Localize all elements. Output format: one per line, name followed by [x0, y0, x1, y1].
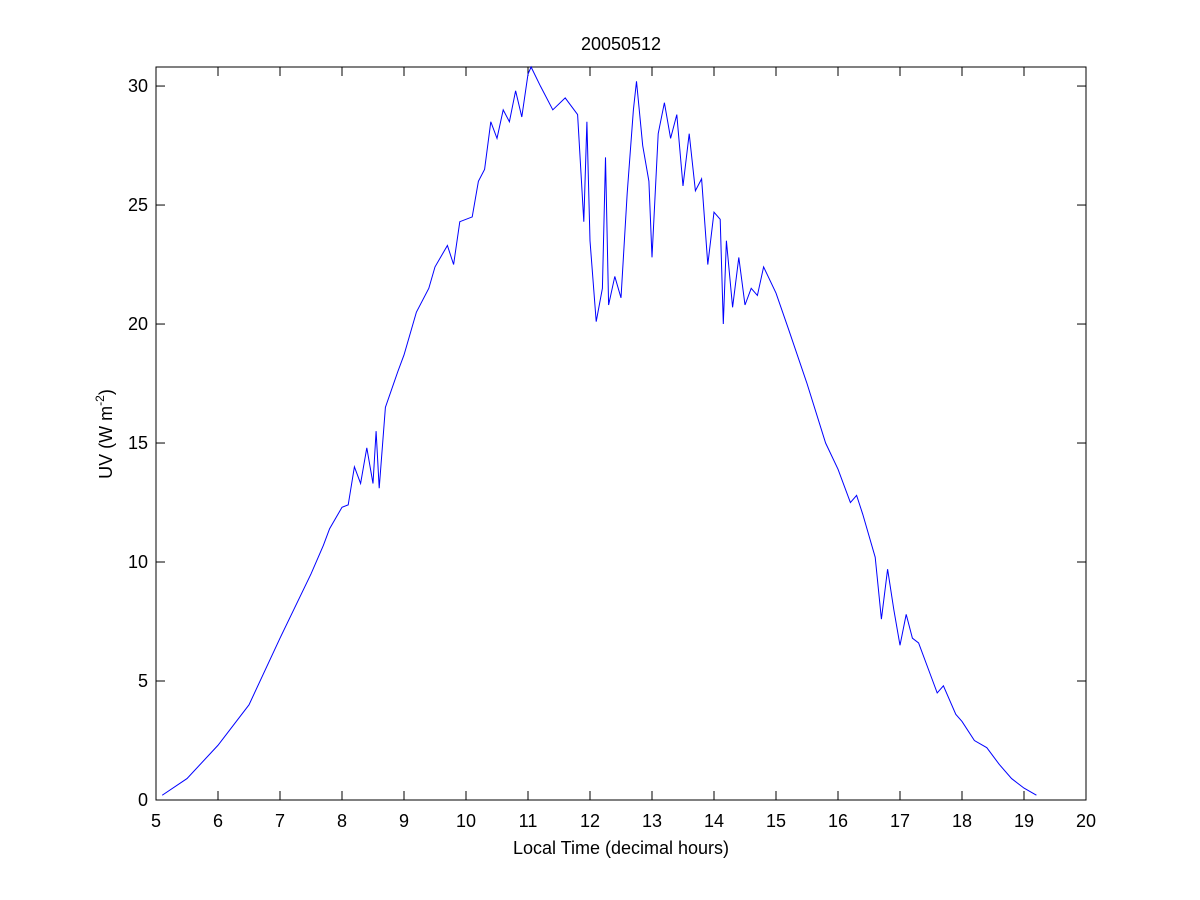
plot-frame — [155, 66, 1087, 801]
x-tick-label: 9 — [399, 811, 409, 831]
x-tick-label: 19 — [1014, 811, 1034, 831]
x-tick-label: 13 — [642, 811, 662, 831]
x-tick-label: 11 — [519, 811, 538, 831]
x-axis-label: Local Time (decimal hours) — [513, 838, 729, 858]
y-tick-label: 5 — [138, 671, 148, 691]
chart-title: 20050512 — [581, 34, 661, 54]
y-tick-label: 10 — [128, 552, 148, 572]
x-tick-label: 10 — [456, 811, 476, 831]
x-tick-label: 16 — [828, 811, 848, 831]
x-tick-label: 17 — [890, 811, 910, 831]
x-tick-label: 20 — [1076, 811, 1096, 831]
x-tick-label: 15 — [766, 811, 786, 831]
x-tick-label: 18 — [952, 811, 972, 831]
y-tick-label: 25 — [128, 195, 148, 215]
y-tick-label: 20 — [128, 314, 148, 334]
y-axis-label-text: UV (W m — [96, 406, 116, 479]
y-tick-label: 15 — [128, 433, 148, 453]
y-axis-label: UV (W m-2) — [93, 389, 116, 479]
x-tick-label: 14 — [704, 811, 724, 831]
x-tick-label: 6 — [213, 811, 223, 831]
y-tick-label: 0 — [138, 790, 148, 810]
y-tick-label: 30 — [128, 76, 148, 96]
x-tick-label: 12 — [580, 811, 600, 831]
data-line — [161, 65, 1037, 796]
y-axis-label-tail: ) — [96, 389, 116, 395]
x-tick-label: 8 — [337, 811, 347, 831]
x-tick-label: 7 — [275, 811, 285, 831]
x-tick-label: 5 — [151, 811, 161, 831]
y-axis-label-sup: -2 — [93, 395, 107, 406]
